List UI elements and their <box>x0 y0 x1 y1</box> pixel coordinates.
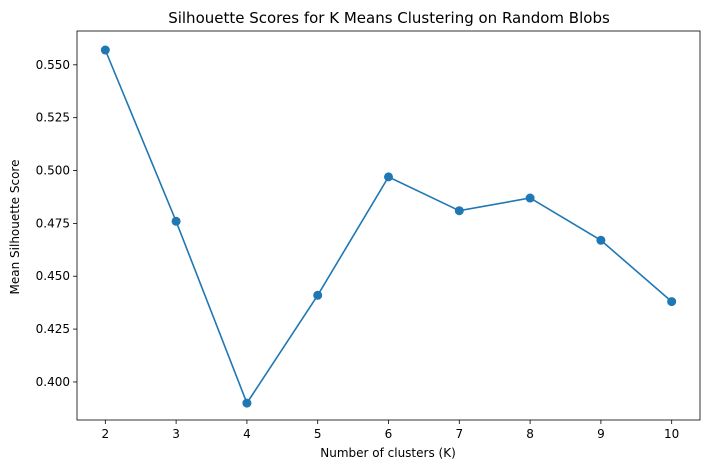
chart-title: Silhouette Scores for K Means Clustering… <box>168 9 610 27</box>
data-point <box>667 297 677 307</box>
x-tick-label: 6 <box>385 427 393 441</box>
x-tick-label: 7 <box>455 427 463 441</box>
x-tick-label: 5 <box>314 427 322 441</box>
y-tick-label: 0.475 <box>36 216 70 230</box>
y-tick-label: 0.425 <box>36 322 70 336</box>
x-tick-label: 9 <box>597 427 605 441</box>
x-tick-label: 10 <box>664 427 679 441</box>
y-tick-label: 0.525 <box>36 111 70 125</box>
x-tick-label: 3 <box>172 427 180 441</box>
data-point <box>242 398 252 408</box>
x-tick-label: 2 <box>101 427 109 441</box>
series-line <box>104 49 673 405</box>
data-point <box>100 45 110 55</box>
data-point <box>313 290 323 300</box>
y-tick-label: 0.500 <box>36 164 70 178</box>
data-point <box>454 206 464 216</box>
data-point <box>171 216 181 226</box>
data-point <box>384 172 393 182</box>
data-point <box>596 235 606 245</box>
x-axis-label: Number of clusters (K) <box>320 446 456 460</box>
y-axis-label: Mean Silhouette Score <box>8 160 22 295</box>
y-tick-label: 0.450 <box>36 269 70 283</box>
plot-frame <box>76 30 701 421</box>
y-tick-label: 0.550 <box>36 58 70 72</box>
plot-area: 2 3 4 5 6 7 8 9 10 0.400 0.425 0.450 0.475 0.500 0.525… <box>36 30 701 441</box>
data-point <box>525 193 535 203</box>
y-tick-label: 0.400 <box>36 375 70 389</box>
x-tick-label: 4 <box>243 427 251 441</box>
x-tick-label: 8 <box>526 427 534 441</box>
